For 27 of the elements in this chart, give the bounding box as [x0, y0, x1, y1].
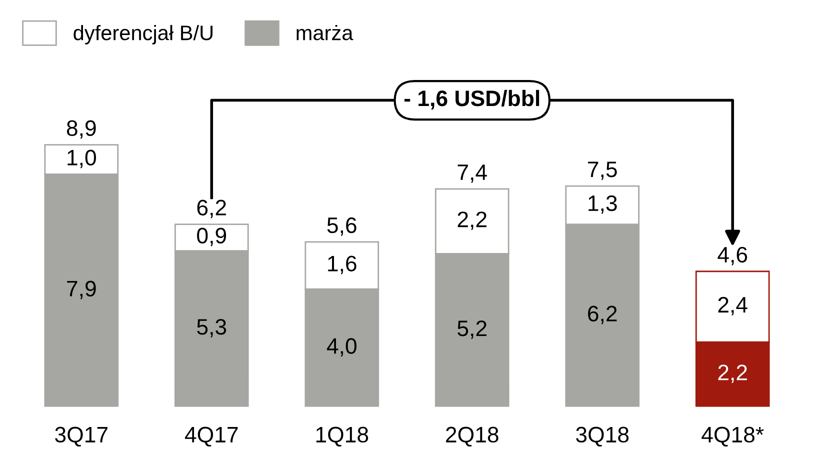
total-label: 4,6 [718, 246, 748, 266]
x-tick-label: 4Q18* [702, 426, 764, 447]
data-label: 1,3 [588, 195, 617, 214]
data-label: 7,9 [67, 280, 96, 300]
data-label: 6,2 [588, 306, 617, 324]
legend-label: dyferencjał B/U [74, 24, 212, 44]
x-tick-label: 1Q18 [316, 426, 368, 447]
total-label: 8,9 [66, 120, 96, 139]
data-label: 2,2 [458, 212, 486, 230]
legend-label: marża [296, 24, 354, 40]
text: - 1,6 USD/bbl [404, 90, 540, 110]
x-tick-label: 3Q18 [576, 426, 629, 447]
data-label: 1,0 [68, 150, 96, 168]
total-label: 7,5 [588, 162, 617, 180]
x-tick-label: 2Q18 [446, 426, 498, 447]
data-label: 2,4 [718, 296, 748, 316]
data-label: 2,2 [718, 364, 747, 383]
total-label: 7,4 [458, 164, 487, 183]
data-label: 0,9 [197, 228, 226, 246]
data-label: 5,2 [458, 320, 486, 339]
data-label: 5,3 [197, 319, 226, 338]
total-label: 6,2 [197, 200, 226, 218]
x-tick-label: 4Q17 [184, 426, 238, 447]
total-label: 5,6 [327, 217, 356, 236]
data-label: 1,6 [328, 256, 356, 274]
data-label: 4,0 [326, 338, 356, 356]
x-tick-label: 3Q17 [55, 426, 108, 447]
